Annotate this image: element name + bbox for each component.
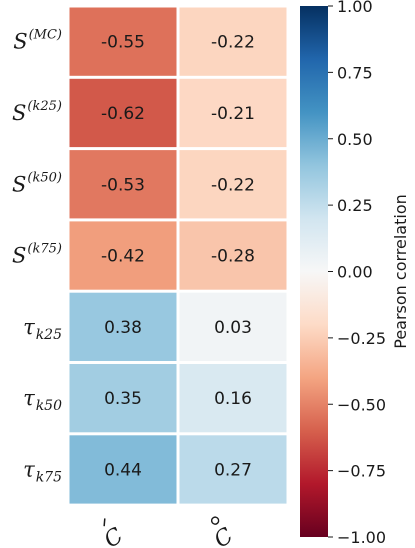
- row-label-base: S: [13, 30, 27, 54]
- heatmap-cell: [69, 435, 177, 504]
- cell-value-label: -0.22: [211, 33, 255, 53]
- row-label-base: S: [12, 244, 26, 268]
- colorbar-ticks: 1.00 0.75 0.50 0.25 0.00 −0.25 −0.50 −0.75 −1.00: [328, 0, 386, 547]
- heatmap-cell: [69, 7, 177, 76]
- column-label-accent: [210, 516, 220, 525]
- row-label-sub: k75: [36, 469, 62, 485]
- row-label: τk75: [23, 457, 62, 485]
- heatmap-cell: [69, 150, 177, 219]
- cell-value-label: -0.42: [101, 247, 145, 267]
- cell-value-label: 0.16: [214, 389, 252, 409]
- row-label-sub: k50: [36, 398, 62, 414]
- row-label: S(MC): [13, 28, 62, 54]
- cell-value-label: -0.53: [101, 175, 145, 195]
- cell-value-label: 0.03: [214, 318, 252, 338]
- cell-value-label: 0.27: [214, 460, 252, 480]
- row-label-sup: (k25): [27, 99, 62, 114]
- cell-value-label: -0.55: [101, 33, 145, 53]
- colorbar-tick-label: 1.00: [337, 0, 373, 16]
- row-label-base: S: [12, 172, 26, 196]
- colorbar-label: Pearson correlation: [391, 194, 410, 349]
- cell-value-label: -0.21: [211, 104, 255, 124]
- row-label-sup: (k50): [27, 170, 62, 185]
- row-label-base: τ: [23, 386, 35, 410]
- row-label-sup: (k75): [27, 242, 62, 257]
- cell-value-label: 0.38: [104, 318, 142, 338]
- row-label: τk25: [23, 315, 62, 343]
- column-label-text: C: [210, 523, 238, 548]
- cell-value-label: 0.35: [104, 389, 142, 409]
- column-label-text: C: [100, 523, 128, 548]
- column-label: C: [100, 518, 128, 548]
- colorbar-gradient: [300, 6, 328, 537]
- colorbar-tick-label: −0.25: [337, 329, 386, 348]
- heatmap-cell: [179, 221, 287, 290]
- colorbar-tick-label: −0.75: [337, 462, 386, 481]
- heatmap-cell: [179, 435, 287, 504]
- colorbar-tick-label: 0.00: [337, 263, 373, 282]
- cell-value-label: -0.22: [211, 175, 255, 195]
- column-label-accent: [103, 518, 106, 527]
- heatmap-cell: [179, 7, 287, 76]
- cell-value-label: -0.28: [211, 247, 255, 267]
- row-label-base: τ: [23, 315, 35, 339]
- cell-value-label: 0.44: [104, 460, 142, 480]
- row-label-sup: (MC): [29, 28, 62, 43]
- heatmap-cell: [69, 78, 177, 148]
- row-label: S(k25): [12, 99, 62, 125]
- row-label: S(k75): [12, 242, 62, 268]
- column-label: C: [210, 516, 238, 548]
- row-label: S(k50): [12, 170, 62, 196]
- heatmap-cell: [179, 292, 287, 361]
- colorbar-tick-label: 0.75: [337, 63, 373, 82]
- colorbar-tick-label: 0.25: [337, 196, 373, 215]
- heatmap-cell: [179, 150, 287, 219]
- cell-value-label: -0.62: [101, 104, 145, 124]
- heatmap-cell: [179, 364, 287, 433]
- row-label-base: τ: [23, 457, 35, 481]
- row-label-sub: k25: [36, 327, 62, 343]
- row-label-base: S: [12, 101, 26, 125]
- heatmap-cell: [179, 78, 287, 148]
- heatmap-cell: [69, 221, 177, 290]
- colorbar-tick-label: −1.00: [337, 528, 386, 547]
- row-label: τk50: [23, 386, 62, 414]
- colorbar-tick-label: −0.50: [337, 395, 386, 414]
- colorbar-tick-label: 0.50: [337, 130, 373, 149]
- colorbar: 1.00 0.75 0.50 0.25 0.00 −0.25 −0.50 −0.75 −1.00…: [300, 0, 410, 547]
- heatmap-cells: -0.55 -0.22 -0.62 -0.21 -0.53 -0.22 -0.42 -0.28…: [69, 7, 287, 504]
- heatmap-cell: [69, 364, 177, 433]
- heatmap-cell: [69, 292, 177, 361]
